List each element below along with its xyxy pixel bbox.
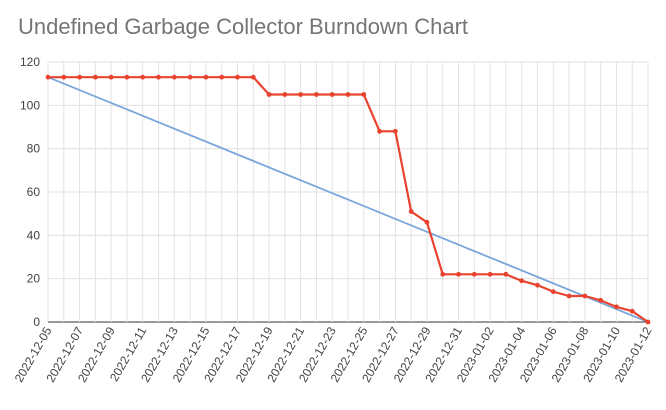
actual-burndown-point bbox=[471, 271, 477, 277]
actual-burndown-point bbox=[550, 289, 556, 295]
actual-burndown-point bbox=[250, 74, 256, 80]
actual-burndown-point bbox=[487, 271, 493, 277]
actual-burndown-point bbox=[503, 271, 509, 277]
actual-burndown-point bbox=[314, 92, 319, 97]
actual-burndown-point bbox=[124, 74, 130, 80]
actual-burndown-point bbox=[187, 74, 193, 80]
actual-burndown-point bbox=[61, 74, 67, 80]
actual-burndown-point bbox=[235, 74, 240, 80]
actual-burndown-point bbox=[614, 304, 619, 310]
actual-burndown-point bbox=[519, 278, 525, 284]
actual-burndown-point bbox=[282, 92, 288, 97]
ideal-burndown-line bbox=[47, 76, 649, 323]
actual-burndown-point bbox=[92, 74, 98, 80]
actual-burndown-point bbox=[171, 74, 177, 80]
actual-burndown-point bbox=[424, 219, 430, 225]
chart-title: Undefined Garbage Collector Burndown Cha… bbox=[18, 14, 469, 39]
actual-burndown-point bbox=[535, 282, 540, 288]
actual-burndown-point bbox=[566, 293, 572, 299]
actual-burndown-point bbox=[377, 128, 382, 134]
actual-burndown-point bbox=[645, 319, 651, 325]
actual-burndown-point bbox=[440, 271, 446, 277]
y-tick-label: 120 bbox=[20, 55, 40, 69]
actual-burndown-point bbox=[582, 293, 588, 299]
actual-burndown-point bbox=[140, 74, 146, 80]
actual-burndown-point bbox=[298, 92, 304, 97]
y-tick-label: 80 bbox=[27, 142, 41, 156]
actual-burndown-point bbox=[361, 92, 367, 97]
actual-burndown-point bbox=[266, 92, 272, 97]
actual-burndown-point bbox=[598, 297, 604, 303]
actual-burndown-point bbox=[408, 209, 414, 214]
y-tick-label: 40 bbox=[27, 228, 41, 242]
actual-burndown-point bbox=[329, 92, 335, 97]
actual-burndown-point bbox=[345, 92, 351, 97]
y-tick-label: 100 bbox=[20, 98, 40, 112]
actual-burndown-point bbox=[456, 271, 461, 277]
y-tick-label: 20 bbox=[27, 272, 41, 286]
actual-burndown-point bbox=[45, 74, 51, 80]
y-tick-label: 0 bbox=[33, 315, 40, 329]
actual-burndown-point bbox=[392, 128, 398, 134]
y-tick-label: 60 bbox=[27, 185, 41, 199]
actual-burndown-point bbox=[77, 74, 82, 80]
actual-burndown-point bbox=[219, 74, 225, 80]
actual-burndown-point bbox=[629, 308, 635, 314]
actual-burndown-point bbox=[203, 74, 209, 80]
actual-burndown-point bbox=[156, 74, 161, 80]
actual-burndown-point bbox=[108, 74, 114, 80]
